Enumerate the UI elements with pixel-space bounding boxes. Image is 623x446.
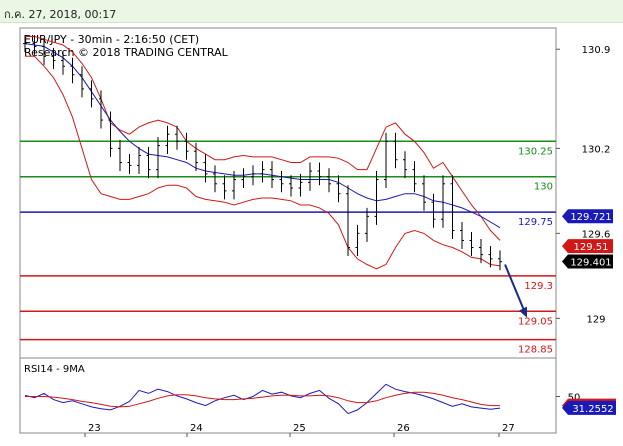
x-tick-label-2: 25 xyxy=(293,423,306,434)
level-label-3: 129.3 xyxy=(524,281,553,292)
rsi-ytick-label-0: 50 xyxy=(568,393,581,404)
x-tick-label-3: 26 xyxy=(397,423,410,434)
price-ytick-label-0: 130.9 xyxy=(582,45,611,56)
price-marker-box-1 xyxy=(562,239,613,254)
series-moving-average xyxy=(24,43,501,229)
price-marker-label-1: 129.51 xyxy=(574,242,609,253)
timestamp-text: ก.ค. 27, 2018, 00:17 xyxy=(4,8,117,21)
axis-labels: 130.9 130.2 129.6 129 129.721 129.51 129.401 50… xyxy=(84,45,616,437)
rsi-series-rsi-ma xyxy=(25,391,500,408)
forecast-arrow-line xyxy=(504,264,526,314)
x-tick-label-1: 24 xyxy=(190,423,203,434)
rsi-title: RSI14 - 9MA xyxy=(24,364,85,375)
level-label-1: 130 xyxy=(534,182,553,193)
series-upper-band xyxy=(25,36,501,241)
rsi-marker-label-1: 31.2552 xyxy=(572,404,613,415)
price-marker-label-0: 129.721 xyxy=(570,212,611,223)
forecast-arrow-head xyxy=(519,306,527,318)
price-ytick-label-1: 130.2 xyxy=(582,144,611,155)
price-ytick-label-3: 129 xyxy=(586,314,605,325)
price-marker-label-2: 129.401 xyxy=(570,258,611,269)
price-marker-box-0 xyxy=(562,209,613,224)
series-lower-band xyxy=(25,55,501,270)
rsi-series-rsi xyxy=(24,383,501,415)
x-tick-label-0: 23 xyxy=(88,423,101,434)
chart-frame xyxy=(19,27,557,434)
timestamp-bar: ก.ค. 27, 2018, 00:17 xyxy=(0,0,623,23)
level-label-0: 130.25 xyxy=(518,146,553,157)
price-panel: 130.25 130 129.75 129.3 129.05 128.85 xyxy=(20,35,556,356)
level-label-2: 129.75 xyxy=(518,217,553,228)
rsi-marker-box-1 xyxy=(562,400,616,415)
x-tick-label-4: 27 xyxy=(502,423,515,434)
price-ytick-label-2: 129.6 xyxy=(582,229,611,240)
level-label-4: 129.05 xyxy=(518,316,553,327)
rsi-panel xyxy=(24,383,501,415)
chart-title: EUR/JPY - 30min - 2:16:50 (CET) xyxy=(24,33,199,46)
price-marker-box-2 xyxy=(562,254,613,269)
level-label-5: 128.85 xyxy=(518,345,553,356)
